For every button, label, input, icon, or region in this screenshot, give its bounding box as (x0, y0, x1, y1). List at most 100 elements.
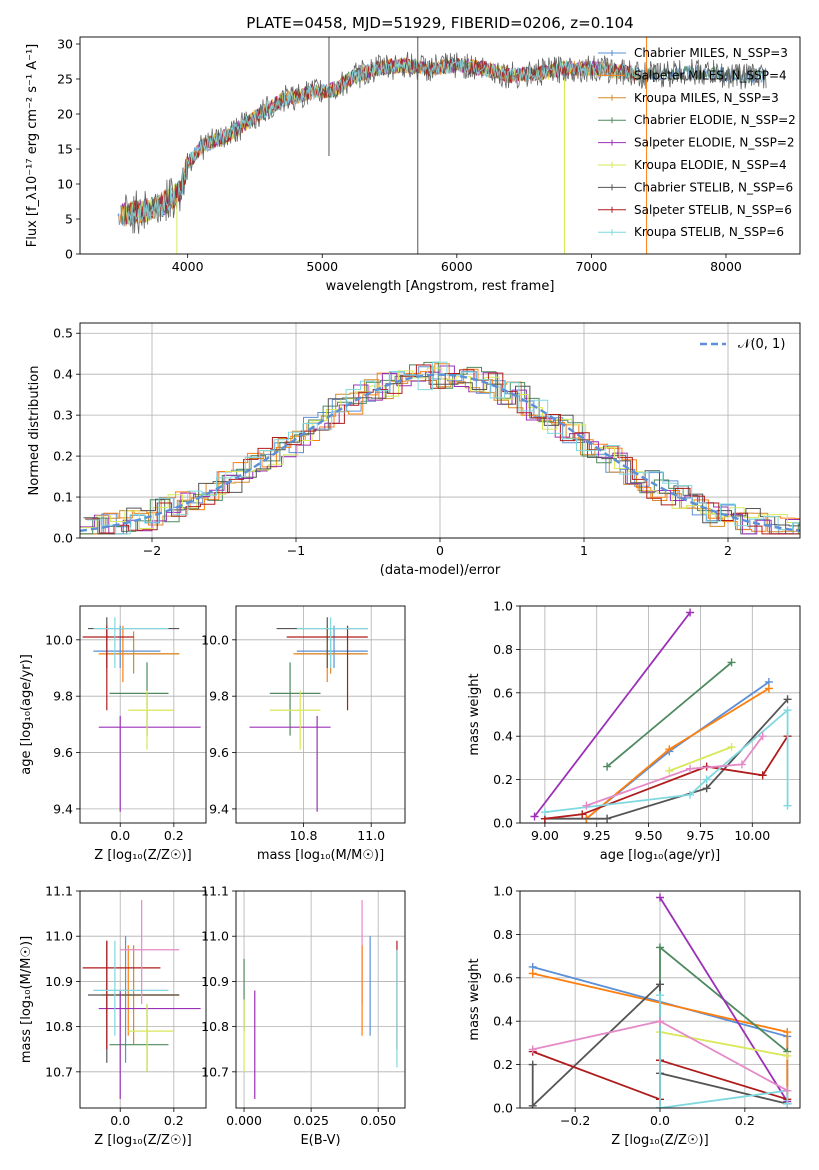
y-tick-label: 0 (65, 247, 73, 262)
x-axis-label: Z [log₁₀(Z/Z☉)] (611, 1133, 708, 1148)
mass-weight-marker (665, 766, 674, 775)
legend-entry: Chabrier STELIB, N_SSP=6 (634, 180, 793, 194)
y-tick-label: 10.0 (45, 632, 73, 647)
y-tick-label: 9.6 (53, 745, 73, 760)
y-tick-label: 0.1 (53, 490, 73, 505)
x-tick-label: 0.0 (110, 1113, 130, 1128)
x-tick-label: 10.00 (734, 828, 770, 843)
x-axis-label: E(B-V) (300, 1133, 340, 1148)
mass-weight-marker (783, 1051, 792, 1060)
x-tick-label: 0.0 (650, 1113, 670, 1128)
mass-weight-marker (702, 775, 711, 784)
y-tick-label: 10.0 (201, 632, 229, 647)
y-tick-label: 0.4 (493, 729, 513, 744)
y-tick-label: 0.0 (493, 1101, 513, 1116)
mass-weight-marker (530, 812, 539, 821)
y-tick-label: 11.0 (45, 929, 73, 944)
mass-weight-marker (656, 893, 664, 902)
y-tick-label: 0.2 (53, 449, 73, 464)
y-tick-label: 10.8 (45, 1019, 73, 1034)
y-tick-label: 0.3 (53, 408, 73, 423)
mass-weight-marker (603, 762, 612, 771)
legend-entry: Salpeter MILES, N_SSP=4 (634, 68, 787, 82)
y-tick-label: 11.0 (201, 929, 229, 944)
y-tick-label: 0.8 (493, 642, 513, 657)
mass-weight-vs-Z-axes: −0.2 0.0 0.2 0.0 0.2 0.4 0.6 0.8 1.0 Z [log₁₀(Z/Z… (467, 884, 801, 1148)
legend-entry: Kroupa MILES, N_SSP=3 (634, 91, 779, 105)
mass-weight-marker (578, 810, 587, 819)
mass-weight-marker (656, 1104, 664, 1108)
mass-weight-vs-age-axes: 9.00 9.25 9.50 9.75 10.00 0.0 0.2 0.4 0.6 0.8 1.0 a… (467, 599, 801, 863)
mass-weight-marker (582, 801, 591, 810)
mass-weight-marker (656, 943, 664, 952)
y-axis-label: age [log₁₀(age/yr)] (19, 654, 34, 775)
mass-weight-marker (783, 1086, 792, 1095)
axes-frame (519, 605, 801, 824)
spectrum-line (126, 58, 639, 224)
legend-entry: Kroupa ELODIE, N_SSP=4 (634, 158, 787, 172)
y-tick-label: 1.0 (493, 884, 513, 899)
legend-entry: Chabrier MILES, N_SSP=3 (634, 46, 788, 60)
mass-weight-marker (686, 764, 695, 773)
x-tick-label: 4000 (172, 259, 204, 274)
y-tick-label: 10 (57, 177, 73, 192)
y-tick-label: 9.6 (209, 745, 229, 760)
mass-weight-marker (656, 980, 664, 989)
y-tick-label: 9.4 (209, 801, 229, 816)
mass-weight-marker (603, 814, 612, 823)
x-axis-label: age [log₁₀(age/yr)] (600, 848, 721, 863)
y-tick-label: 0.8 (493, 927, 513, 942)
x-tick-label: 10.8 (290, 828, 318, 843)
axes-frame (79, 890, 207, 1109)
figure-title: PLATE=0458, MJD=51929, FIBERID=0206, z=0… (246, 14, 633, 32)
residual-histogram-axes: −2 −1 0 1 2 0.0 0.1 0.2 0.3 0.4 0.5 (data-model)/er… (27, 322, 801, 578)
legend-entry: Salpeter STELIB, N_SSP=6 (634, 203, 792, 217)
mass-weight-marker (727, 743, 736, 752)
axes-frame (235, 605, 406, 824)
plot-area (528, 893, 792, 1108)
plot-area (530, 608, 792, 823)
x-tick-label: 7000 (575, 259, 607, 274)
y-tick-label: 1.0 (493, 599, 513, 614)
mass-weight-line (533, 611, 691, 818)
plot-area (249, 617, 368, 812)
plot-area (82, 900, 201, 1099)
mass-weight-line (668, 746, 732, 772)
x-tick-label: 0.000 (226, 1113, 262, 1128)
y-tick-label: 10.8 (201, 1019, 229, 1034)
y-axis-label: mass [log₁₀(M/M☉)] (19, 936, 34, 1063)
x-tick-label: 0.2 (164, 1113, 184, 1128)
mass-weight-marker (528, 1060, 537, 1069)
y-tick-label: 10.7 (45, 1064, 73, 1079)
x-axis-label: (data-model)/error (380, 563, 501, 578)
plot-area (82, 617, 201, 812)
y-axis-label: mass weight (467, 673, 482, 755)
mass-weight-marker (783, 1099, 792, 1108)
x-tick-label: −0.2 (560, 1113, 590, 1128)
x-tick-label: 8000 (710, 259, 742, 274)
y-tick-label: 30 (57, 37, 73, 52)
mass-weight-line (659, 995, 789, 1108)
y-tick-label: 0.2 (493, 1057, 513, 1072)
legend-entry: Kroupa STELIB, N_SSP=6 (634, 225, 784, 239)
x-axis-label: Z [log₁₀(Z/Z☉)] (94, 848, 191, 863)
spectrum-legend: Chabrier MILES, N_SSP=3 Salpeter MILES, N… (598, 46, 796, 239)
axes-frame (519, 890, 801, 1109)
x-tick-label: 0 (436, 543, 444, 558)
axes-frame (79, 322, 801, 539)
axes-frame (235, 890, 406, 1109)
mass-weight-marker (783, 695, 792, 704)
mass-weight-marker (528, 969, 537, 978)
spectrum-axes: 4000 5000 6000 7000 8000 0 5 10 15 20 25 30 waveleng… (25, 37, 801, 294)
legend-entry: Salpeter ELODIE, N_SSP=2 (634, 136, 795, 150)
y-tick-label: 25 (57, 72, 73, 87)
x-tick-label: 9.25 (583, 828, 611, 843)
y-tick-label: 0.0 (493, 816, 513, 831)
x-tick-label: 0.025 (293, 1113, 329, 1128)
y-tick-label: 9.4 (53, 801, 73, 816)
mass-weight-marker (783, 706, 792, 715)
y-tick-label: 11.1 (45, 884, 73, 899)
mass-weight-marker (540, 808, 549, 817)
mass-weight-marker (727, 658, 736, 667)
x-tick-label: 9.50 (635, 828, 663, 843)
